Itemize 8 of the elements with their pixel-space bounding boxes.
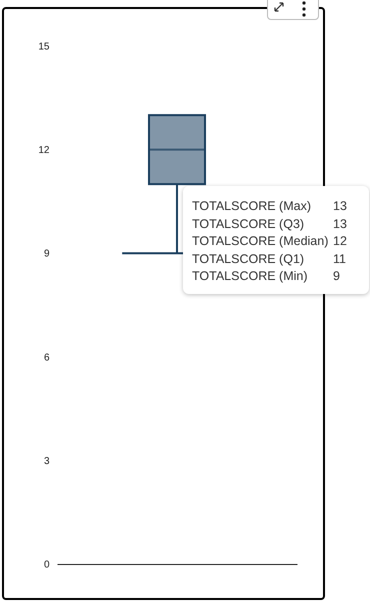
annotation: TOTALSCORE (Median) 12 <box>192 233 347 250</box>
y-tick-label: 0 <box>44 560 50 570</box>
y-tick-label: 6 <box>44 352 50 364</box>
y-tick-label: 15 <box>38 42 50 52</box>
y-tick-label: 12 <box>38 145 50 156</box>
y-tick-label: 3 <box>44 456 50 467</box>
tooltip-card: TOTALSCORE (Max) 13 TOTALSCORE (Q3) 13 TOTALSCORE (Median) 12 TOTALSCORE (Q1) 11 TOTALSCORE (Min) 9 <box>183 186 369 294</box>
y-tick-label: 9 <box>44 248 50 260</box>
